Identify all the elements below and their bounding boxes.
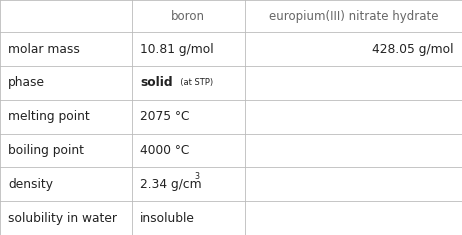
Text: molar mass: molar mass: [8, 43, 80, 56]
Text: 2075 °C: 2075 °C: [140, 110, 189, 123]
Text: 2.34 g/cm: 2.34 g/cm: [140, 178, 201, 191]
Text: (at STP): (at STP): [175, 78, 213, 87]
Text: insoluble: insoluble: [140, 212, 195, 225]
Text: 4000 °C: 4000 °C: [140, 144, 189, 157]
Text: boron: boron: [171, 10, 205, 23]
Text: solid: solid: [140, 76, 173, 89]
Text: europium(III) nitrate hydrate: europium(III) nitrate hydrate: [269, 10, 438, 23]
Text: 428.05 g/mol: 428.05 g/mol: [372, 43, 454, 56]
Text: 3: 3: [195, 172, 200, 181]
Text: solubility in water: solubility in water: [8, 212, 117, 225]
Text: boiling point: boiling point: [8, 144, 85, 157]
Text: melting point: melting point: [8, 110, 90, 123]
Text: 10.81 g/mol: 10.81 g/mol: [140, 43, 213, 56]
Text: density: density: [8, 178, 53, 191]
Text: phase: phase: [8, 76, 45, 89]
